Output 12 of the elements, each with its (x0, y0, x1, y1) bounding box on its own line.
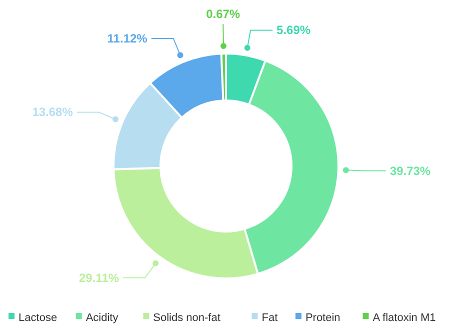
legend-label: Protein (305, 312, 340, 324)
legend-label: Acidity (86, 312, 119, 324)
data-label: 29.11% (79, 270, 120, 285)
data-label: 0.67% (206, 7, 240, 22)
legend-label: A flatoxin M1 (372, 312, 436, 324)
legend-label: Lactose (18, 312, 58, 324)
data-label: 5.69% (276, 23, 311, 38)
data-label: 39.73% (390, 164, 431, 178)
data-label: 13.68% (32, 105, 74, 120)
data-label: 11.12% (107, 31, 148, 46)
legend-label: Solids non-fat (153, 312, 220, 324)
legend-label: Fat (262, 312, 278, 324)
